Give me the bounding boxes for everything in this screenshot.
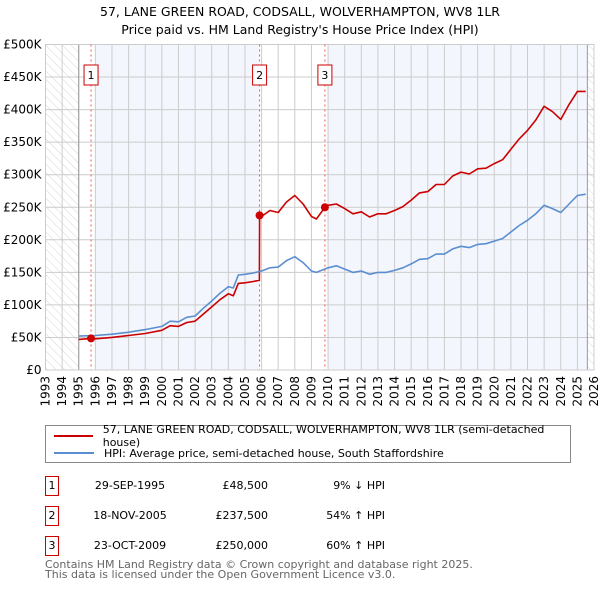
- x-tick-label: 2008: [288, 376, 302, 407]
- x-tick-label: 2021: [504, 376, 518, 407]
- sale-label-box: [317, 64, 333, 86]
- x-tick-label: 2025: [570, 376, 584, 407]
- y-tick-label: £100K: [3, 298, 43, 312]
- plot-frame: [45, 44, 595, 371]
- sale-date: 29-SEP-1995: [94, 479, 166, 492]
- x-tick-label: 2026: [587, 376, 600, 407]
- sale-hpi-diff: 54% ↑ HPI: [326, 509, 385, 522]
- x-tick-label: 2000: [155, 376, 169, 407]
- x-tick-label: 2009: [304, 376, 318, 407]
- y-tick-label: £150K: [3, 265, 43, 279]
- sale-hpi-diff: 9% ↓ HPI: [333, 479, 385, 492]
- x-tick-label: 2023: [537, 376, 551, 407]
- sale-price: £48,500: [222, 479, 269, 492]
- x-tick-label: 2014: [388, 376, 402, 407]
- x-tick-label: 2006: [255, 376, 269, 407]
- x-tick-label: 2018: [454, 376, 468, 407]
- sale-row: 1 29-SEP-1995 £48,500 9% ↓ HPI: [45, 476, 445, 496]
- sale-marker: 3: [45, 536, 59, 556]
- sale-date: 18-NOV-2005: [93, 509, 167, 522]
- sale-price: £237,500: [215, 509, 269, 522]
- legend-swatch-red: [54, 435, 93, 437]
- y-tick-label: £200K: [3, 233, 43, 247]
- chart-title-line1: 57, LANE GREEN ROAD, CODSALL, WOLVERHAMP…: [100, 4, 500, 19]
- legend-swatch-blue: [54, 452, 94, 454]
- price-chart: 57, LANE GREEN ROAD, CODSALL, WOLVERHAMP…: [3, 4, 600, 407]
- sale-label-box: [252, 64, 268, 86]
- x-tick-label: 2022: [521, 376, 535, 407]
- y-tick-label: £300K: [3, 168, 43, 182]
- sale-row: 2 18-NOV-2005 £237,500 54% ↑ HPI: [45, 506, 445, 526]
- footer-copyright: Contains HM Land Registry data © Crown c…: [45, 558, 473, 571]
- y-tick-label: £50K: [11, 330, 43, 344]
- x-tick-label: 1999: [138, 376, 152, 407]
- sale-row: 3 23-OCT-2009 £250,000 60% ↑ HPI: [45, 536, 445, 556]
- y-tick-label: £400K: [3, 103, 43, 117]
- legend-label: 57, LANE GREEN ROAD, CODSALL, WOLVERHAMP…: [102, 423, 545, 449]
- x-tick-label: 2004: [221, 376, 235, 407]
- legend-label: HPI: Average price, semi-detached house,…: [104, 446, 444, 460]
- x-tick-label: 2011: [338, 376, 352, 407]
- sale-label: 3: [321, 69, 328, 82]
- x-tick-label: 1994: [55, 376, 69, 407]
- x-tick-label: 1995: [72, 376, 86, 407]
- sale-label-box: [83, 64, 99, 86]
- x-tick-label: 2002: [188, 376, 202, 407]
- y-tick-label: £350K: [3, 135, 43, 149]
- y-tick-label: £0: [26, 363, 41, 377]
- series-line-price-paid: [78, 90, 586, 341]
- legend-item-hpi: HPI: Average price, semi-detached house,…: [54, 445, 444, 461]
- x-tick-label: 2003: [205, 376, 219, 407]
- x-tick-label: 1998: [122, 376, 136, 407]
- x-tick-label: 2013: [371, 376, 385, 407]
- x-tick-label: 2017: [437, 376, 451, 407]
- sale-hpi-diff: 60% ↑ HPI: [326, 539, 385, 552]
- series-line-hpi: [78, 193, 586, 337]
- sale-label: 1: [88, 69, 95, 82]
- sale-date: 23-OCT-2009: [93, 539, 167, 552]
- x-tick-label: 1996: [88, 376, 102, 407]
- sale-label: 2: [256, 69, 263, 82]
- x-tick-label: 1997: [105, 376, 119, 407]
- x-tick-label: 2020: [487, 376, 501, 407]
- x-tick-label: 2007: [271, 376, 285, 407]
- x-tick-label: 2024: [554, 376, 568, 407]
- y-tick-label: £250K: [3, 200, 43, 214]
- x-tick-label: 1993: [39, 376, 53, 407]
- y-tick-label: £500K: [3, 38, 43, 52]
- chart-title-line2: Price paid vs. HM Land Registry's House …: [121, 22, 478, 37]
- x-tick-label: 2019: [471, 376, 485, 407]
- sale-point: [87, 334, 96, 343]
- legend: 57, LANE GREEN ROAD, CODSALL, WOLVERHAMP…: [45, 423, 571, 463]
- sale-marker: 1: [45, 476, 59, 496]
- x-tick-label: 2010: [321, 376, 335, 407]
- x-tick-label: 2015: [404, 376, 418, 407]
- x-tick-label: 2012: [354, 376, 368, 407]
- sale-price: £250,000: [215, 539, 269, 552]
- legend-item-price-paid: 57, LANE GREEN ROAD, CODSALL, WOLVERHAMP…: [54, 423, 570, 449]
- footer: Contains HM Land Registry data © Crown c…: [45, 558, 473, 581]
- x-tick-label: 2016: [421, 376, 435, 407]
- sale-marker: 2: [45, 506, 59, 526]
- footer-licence: This data is licensed under the Open Gov…: [45, 568, 396, 581]
- x-tick-label: 2005: [238, 376, 252, 407]
- y-tick-label: £450K: [3, 70, 43, 84]
- sale-point: [320, 203, 329, 212]
- x-tick-label: 2001: [171, 376, 185, 407]
- sale-point: [255, 211, 264, 220]
